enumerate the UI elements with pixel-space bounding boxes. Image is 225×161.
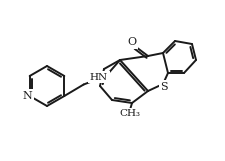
Text: O: O <box>127 37 137 47</box>
Text: CH₃: CH₃ <box>119 109 140 118</box>
Text: S: S <box>160 82 168 92</box>
Text: N: N <box>23 91 33 101</box>
Text: HN: HN <box>90 72 108 81</box>
